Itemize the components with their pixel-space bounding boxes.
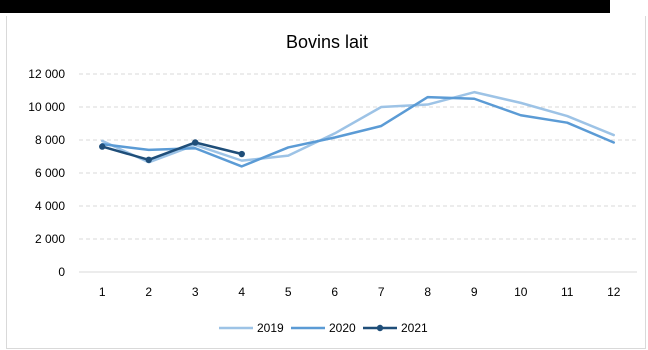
x-tick-label: 6 (331, 285, 338, 299)
y-tick-label: 6 000 (35, 166, 65, 180)
data-point-2021 (238, 150, 245, 158)
x-tick-label: 7 (378, 285, 385, 299)
x-tick-label: 4 (238, 285, 245, 299)
y-tick-label: 0 (58, 265, 65, 279)
series-line-2019 (101, 90, 615, 164)
y-tick-label: 8 000 (35, 133, 65, 147)
y-tick-label: 4 000 (35, 199, 65, 213)
top-bar (0, 0, 610, 13)
chart-title: Bovins lait (286, 32, 368, 52)
series-line-2020 (101, 95, 615, 168)
data-point-2021 (145, 156, 152, 163)
x-tick-label: 10 (514, 285, 528, 299)
line-chart: Bovins lait 0 2 000 4 000 6 000 8 000 10 000 1… (28, 32, 637, 335)
x-tick-label: 5 (285, 285, 292, 299)
y-tick-label: 2 000 (35, 232, 65, 246)
x-tick-label: 12 (607, 285, 621, 299)
chart-frame: Bovins lait 0 2 000 4 000 6 000 8 000 10 000 1… (6, 16, 646, 349)
x-axis-ticks: 1 2 3 4 5 6 7 8 9 10 11 12 (99, 285, 621, 299)
data-point-2021 (99, 143, 106, 150)
legend-item-2021: 2021 (363, 321, 428, 335)
x-tick-label: 3 (192, 285, 199, 299)
legend-label: 2019 (257, 321, 284, 335)
x-tick-label: 1 (99, 285, 106, 299)
legend-label: 2021 (401, 321, 428, 335)
x-tick-label: 9 (471, 285, 478, 299)
series-line-2021 (101, 141, 243, 162)
y-tick-label: 12 000 (28, 67, 65, 81)
legend-item-2020: 2020 (291, 321, 356, 335)
legend-item-2019: 2019 (219, 321, 284, 335)
y-tick-label: 10 000 (28, 100, 65, 114)
x-tick-label: 8 (424, 285, 431, 299)
legend-label: 2020 (329, 321, 356, 335)
grid-lines (79, 73, 637, 273)
series-lines (99, 90, 615, 168)
legend-marker (376, 324, 384, 332)
x-tick-label: 11 (561, 285, 574, 299)
legend: 2019 2020 2021 (219, 321, 428, 335)
y-axis-ticks: 0 2 000 4 000 6 000 8 000 10 000 12 000 (28, 67, 65, 279)
data-point-2021 (192, 139, 199, 146)
x-tick-label: 2 (145, 285, 152, 299)
